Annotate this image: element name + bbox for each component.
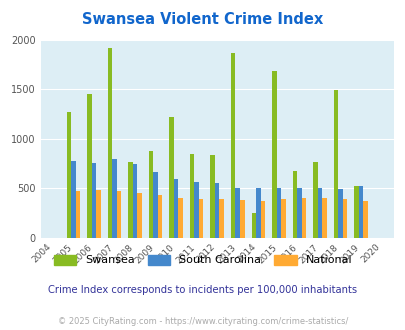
Bar bbox=[117, 191, 121, 238]
Bar bbox=[198, 199, 203, 238]
Bar bbox=[210, 155, 214, 238]
Bar bbox=[271, 71, 276, 238]
Bar bbox=[235, 188, 239, 238]
Bar bbox=[153, 172, 158, 238]
Bar bbox=[292, 171, 296, 238]
Bar bbox=[312, 162, 317, 238]
Bar bbox=[301, 199, 305, 238]
Bar bbox=[321, 198, 326, 238]
Bar bbox=[128, 162, 132, 238]
Bar bbox=[342, 199, 346, 238]
Bar bbox=[296, 187, 301, 238]
Bar bbox=[71, 161, 75, 238]
Bar bbox=[173, 179, 178, 238]
Bar bbox=[280, 199, 285, 238]
Legend: Swansea, South Carolina, National: Swansea, South Carolina, National bbox=[54, 255, 351, 265]
Bar bbox=[137, 193, 141, 238]
Bar bbox=[353, 186, 358, 238]
Bar bbox=[132, 164, 137, 238]
Bar bbox=[87, 94, 92, 238]
Bar bbox=[149, 151, 153, 238]
Text: Swansea Violent Crime Index: Swansea Violent Crime Index bbox=[82, 12, 323, 26]
Bar bbox=[239, 200, 244, 238]
Bar bbox=[337, 189, 342, 238]
Bar bbox=[276, 187, 280, 238]
Bar bbox=[219, 199, 224, 238]
Bar bbox=[169, 117, 173, 238]
Bar bbox=[178, 199, 183, 238]
Bar bbox=[230, 53, 235, 238]
Bar bbox=[194, 182, 198, 238]
Bar bbox=[158, 195, 162, 238]
Bar bbox=[190, 154, 194, 238]
Bar bbox=[66, 112, 71, 238]
Bar bbox=[107, 48, 112, 238]
Bar bbox=[96, 190, 100, 238]
Text: Crime Index corresponds to incidents per 100,000 inhabitants: Crime Index corresponds to incidents per… bbox=[48, 285, 357, 295]
Text: © 2025 CityRating.com - https://www.cityrating.com/crime-statistics/: © 2025 CityRating.com - https://www.city… bbox=[58, 317, 347, 326]
Bar bbox=[333, 90, 337, 238]
Bar bbox=[112, 159, 117, 238]
Bar bbox=[75, 190, 80, 238]
Bar bbox=[92, 163, 96, 238]
Bar bbox=[358, 186, 362, 238]
Bar bbox=[260, 201, 264, 238]
Bar bbox=[251, 213, 256, 238]
Bar bbox=[317, 188, 321, 238]
Bar bbox=[214, 183, 219, 238]
Bar bbox=[362, 201, 367, 238]
Bar bbox=[256, 187, 260, 238]
